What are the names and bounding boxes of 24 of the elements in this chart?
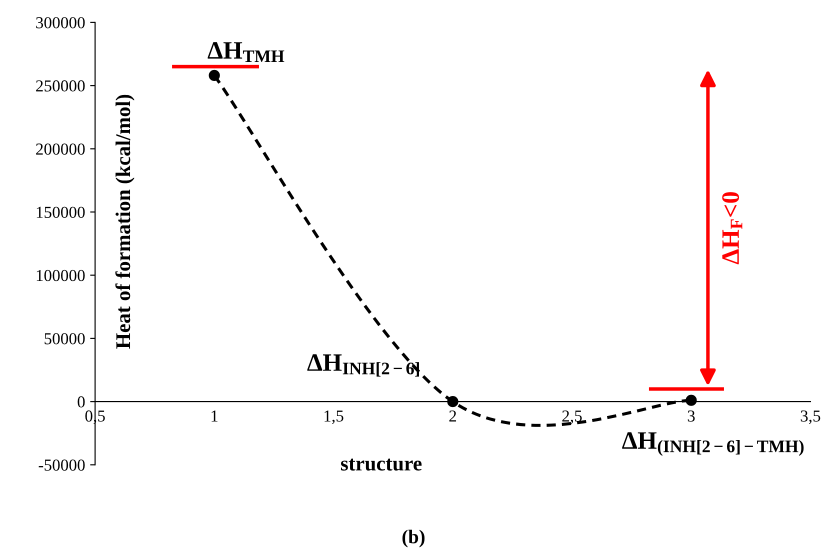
y-tick-label: 250000 <box>36 80 85 92</box>
x-tick-label: 2 <box>449 410 456 422</box>
point <box>208 70 220 82</box>
y-axis-title: Heat of formation (kcal/mol) <box>115 94 134 349</box>
x-tick-label: 1 <box>212 410 218 422</box>
y-tick-label: 100000 <box>36 270 85 282</box>
annotation: ΔH$_{TMH}$ <box>208 42 284 62</box>
y-tick-label: -50000 <box>38 460 85 471</box>
y-tick-label: 200000 <box>36 144 85 155</box>
x-tick-label: 1,5 <box>324 410 344 424</box>
annotation: ΔH$_{F}$<0 <box>722 192 742 264</box>
point <box>447 396 458 408</box>
annotation: ΔH$_{(INH[2−6]−TMH)}$ <box>622 432 804 456</box>
x-axis-title: structure <box>340 458 422 471</box>
point <box>686 394 697 406</box>
x-tick-label: 3 <box>688 410 695 422</box>
y-tick-label: 50000 <box>44 333 85 344</box>
y-tick-label: 300000 <box>36 17 85 28</box>
y-tick-label: 150000 <box>36 206 85 218</box>
annotation: ΔH$_{INH[2−6]}$ <box>307 354 419 377</box>
y-tick-label: 0 <box>78 396 85 408</box>
x-tick-label: 3,5 <box>800 410 820 424</box>
x-tick-label: 2,5 <box>562 410 582 424</box>
text: (b) <box>402 530 425 548</box>
